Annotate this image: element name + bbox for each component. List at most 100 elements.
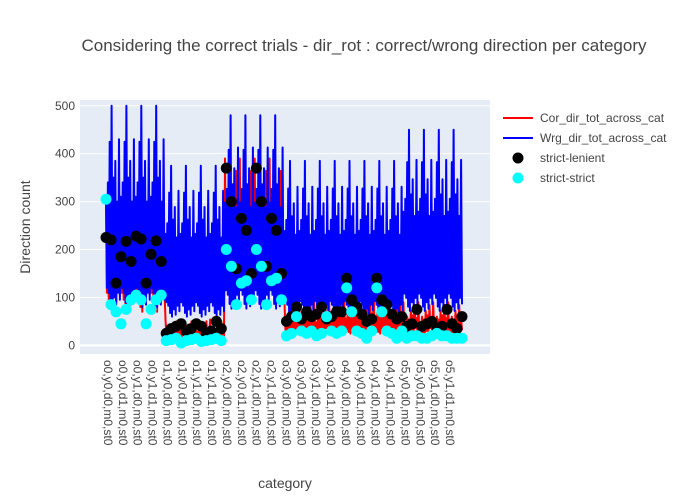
data-point-strict-lenient bbox=[110, 277, 122, 289]
data-point-strict-strict bbox=[250, 244, 262, 255]
data-point-strict-lenient bbox=[215, 323, 227, 335]
y-tick-label: 300 bbox=[55, 195, 75, 209]
data-point-strict-lenient bbox=[371, 272, 383, 284]
y-tick-label: 200 bbox=[55, 243, 75, 257]
data-point-strict-strict bbox=[220, 244, 232, 255]
data-point-strict-lenient bbox=[266, 212, 277, 224]
data-point-strict-lenient bbox=[271, 224, 282, 236]
x-tick-label: o2,y0,d0,m0,st0 bbox=[220, 360, 234, 446]
x-tick-label: o4,y1,d1,m0,st0 bbox=[384, 360, 398, 446]
chart-title: Considering the correct trials - dir_rot… bbox=[81, 36, 647, 55]
data-point-strict-lenient bbox=[341, 272, 353, 284]
y-axis-title: Direction count bbox=[17, 180, 33, 273]
data-point-strict-lenient bbox=[145, 248, 157, 260]
data-point-strict-lenient bbox=[366, 313, 378, 325]
x-tick-label: o5,y1,d1,m0,st0 bbox=[443, 360, 457, 446]
data-point-strict-strict bbox=[316, 327, 328, 339]
y-tick-label: 0 bbox=[68, 338, 75, 352]
x-tick-label: o0,y1,d1,m0,st0 bbox=[146, 360, 160, 446]
data-point-strict-strict bbox=[115, 318, 127, 330]
x-axis: o0,y0,d0,m0,st0 o0,y0,d1,m0,st0 o0,y1,d0,m… bbox=[101, 360, 457, 446]
data-point-strict-strict bbox=[456, 332, 468, 344]
data-point-strict-strict bbox=[140, 318, 152, 330]
x-tick-label: o4,y1,d0,m0,st0 bbox=[369, 360, 383, 446]
data-point-strict-lenient bbox=[150, 235, 162, 247]
data-point-strict-strict bbox=[366, 325, 378, 337]
x-tick-label: o5,y0,d1,m0,st0 bbox=[413, 360, 427, 446]
data-point-strict-strict bbox=[341, 282, 353, 294]
data-point-strict-strict bbox=[145, 303, 157, 315]
data-point-strict-strict bbox=[271, 272, 282, 284]
data-point-strict-lenient bbox=[140, 277, 152, 289]
x-tick-label: o2,y1,d0,m0,st0 bbox=[250, 360, 264, 446]
data-point-strict-strict bbox=[120, 303, 132, 315]
data-point-strict-lenient bbox=[240, 224, 252, 236]
x-tick-label: o3,y0,d0,m0,st0 bbox=[279, 360, 293, 446]
data-point-strict-strict bbox=[261, 299, 272, 311]
data-point-strict-lenient bbox=[411, 303, 423, 315]
data-point-strict-lenient bbox=[220, 162, 232, 174]
data-point-strict-lenient bbox=[316, 301, 328, 313]
data-point-strict-strict bbox=[276, 294, 287, 306]
data-point-strict-lenient bbox=[235, 212, 247, 224]
data-point-strict-strict bbox=[215, 335, 227, 347]
data-point-strict-lenient bbox=[225, 196, 237, 208]
x-tick-label: o1,y0,d1,m0,st0 bbox=[175, 360, 189, 446]
y-tick-label: 400 bbox=[55, 147, 75, 161]
x-tick-label: o3,y1,d1,m0,st0 bbox=[324, 360, 338, 446]
x-tick-label: o5,y1,d0,m0,st0 bbox=[428, 360, 442, 446]
data-point-strict-strict bbox=[286, 327, 297, 339]
legend[interactable]: Cor_dir_tot_across_cat Wrg_dir_tot_across… bbox=[503, 111, 667, 185]
data-point-strict-lenient bbox=[120, 235, 132, 247]
data-point-strict-strict bbox=[255, 260, 267, 272]
x-tick-label: o5,y0,d0,m0,st0 bbox=[398, 360, 412, 446]
legend-swatch-marker bbox=[512, 152, 524, 164]
data-point-strict-lenient bbox=[396, 311, 408, 323]
data-point-strict-strict bbox=[240, 275, 252, 287]
legend-item-label: strict-strict bbox=[540, 171, 595, 185]
data-point-strict-lenient bbox=[451, 323, 463, 335]
data-point-strict-lenient bbox=[441, 303, 453, 315]
data-point-strict-lenient bbox=[291, 301, 302, 313]
data-point-strict-lenient bbox=[456, 311, 468, 323]
data-point-strict-strict bbox=[230, 299, 242, 311]
x-tick-label: o3,y0,d1,m0,st0 bbox=[294, 360, 308, 446]
data-point-strict-strict bbox=[110, 306, 122, 318]
y-tick-label: 100 bbox=[55, 290, 75, 304]
data-point-strict-strict bbox=[245, 294, 257, 306]
x-tick-label: o0,y0,d1,m0,st0 bbox=[116, 360, 130, 446]
data-point-strict-strict bbox=[371, 282, 383, 294]
data-point-strict-strict bbox=[100, 193, 112, 205]
data-point-strict-strict bbox=[376, 306, 388, 318]
x-tick-label: o1,y1,d1,m0,st0 bbox=[205, 360, 219, 446]
x-axis-title: category bbox=[258, 475, 312, 491]
plot-area bbox=[100, 104, 468, 349]
data-point-strict-lenient bbox=[105, 234, 117, 246]
x-tick-label: o1,y0,d0,m0,st0 bbox=[160, 360, 174, 446]
series-line-Wrg_dir_tot_across_cat bbox=[105, 104, 463, 318]
data-point-strict-lenient bbox=[250, 162, 262, 174]
x-tick-label: o0,y1,d0,m0,st0 bbox=[131, 360, 145, 446]
data-point-strict-strict bbox=[321, 311, 333, 323]
x-tick-label: o4,y0,d1,m0,st0 bbox=[354, 360, 368, 446]
data-point-strict-strict bbox=[155, 289, 167, 301]
data-point-strict-strict bbox=[225, 260, 237, 272]
x-tick-label: o2,y1,d1,m0,st0 bbox=[265, 360, 279, 446]
y-tick-label: 500 bbox=[55, 99, 75, 113]
data-point-strict-strict bbox=[135, 294, 147, 306]
y-axis: 0 100 200 300 400 500 bbox=[55, 99, 75, 353]
x-tick-label: o3,y1,d0,m0,st0 bbox=[309, 360, 323, 446]
x-tick-label: o0,y0,d0,m0,st0 bbox=[101, 360, 115, 446]
data-point-strict-lenient bbox=[125, 256, 137, 267]
x-tick-label: o2,y0,d1,m0,st0 bbox=[235, 360, 249, 446]
x-tick-label: o4,y0,d0,m0,st0 bbox=[339, 360, 353, 446]
data-point-strict-lenient bbox=[336, 306, 348, 318]
data-point-strict-strict bbox=[291, 311, 302, 323]
data-point-strict-lenient bbox=[406, 318, 418, 330]
data-point-strict-lenient bbox=[255, 196, 267, 208]
data-point-strict-lenient bbox=[155, 256, 167, 267]
x-tick-label: o1,y1,d0,m0,st0 bbox=[190, 360, 204, 446]
data-point-strict-lenient bbox=[135, 233, 147, 245]
legend-item-label: Cor_dir_tot_across_cat bbox=[540, 111, 665, 125]
